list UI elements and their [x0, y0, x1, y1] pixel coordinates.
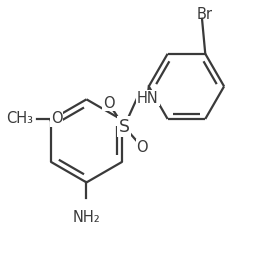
Text: O: O	[136, 140, 148, 155]
Text: HN: HN	[137, 91, 159, 105]
Text: NH₂: NH₂	[73, 210, 100, 225]
Text: O: O	[51, 111, 62, 126]
Text: O: O	[103, 96, 114, 111]
Text: methoxy: methoxy	[29, 118, 35, 120]
Text: CH₃: CH₃	[6, 111, 33, 126]
Text: Br: Br	[197, 8, 213, 22]
Text: S: S	[119, 118, 130, 136]
